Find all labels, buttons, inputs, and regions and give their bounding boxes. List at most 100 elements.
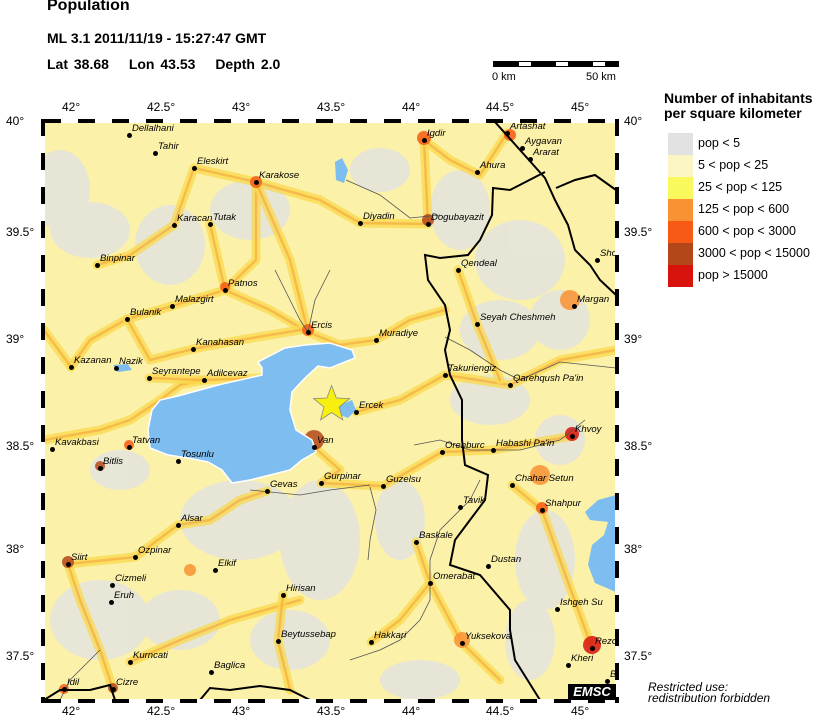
- city-label: Sho: [600, 248, 616, 259]
- lon-tick-label: 44°: [402, 704, 421, 718]
- city-label: Malazgirt: [175, 294, 214, 305]
- city-label: Ercis: [311, 320, 333, 331]
- city-label: Seyah Cheshmeh: [480, 312, 556, 323]
- lat-tick-label: 40°: [624, 114, 643, 128]
- lat-tick-label: 39°: [624, 332, 643, 346]
- lat-tick-label: 38°: [6, 542, 25, 556]
- lat-tick-label: 38.5°: [624, 439, 653, 453]
- map-frame-bottom: [44, 699, 616, 703]
- emsc-logo: EMSC: [568, 684, 616, 700]
- urban-hotspot: [422, 214, 434, 226]
- road-core: [254, 180, 310, 334]
- lon-tick-label: 44.5°: [486, 704, 515, 718]
- map-area[interactable]: Dellalhani Tahir Eleskirt Karakose Karacan Tu…: [44, 122, 616, 700]
- city-label: Cizre: [116, 677, 139, 688]
- city-label: Tavik: [463, 495, 485, 506]
- city-dot: [565, 662, 571, 668]
- city-dot: [554, 606, 560, 612]
- restriction-line2: redistribution forbidden: [648, 691, 771, 705]
- urban-hotspot: [583, 636, 601, 654]
- city-label: Tosunlu: [181, 449, 214, 460]
- city-label: Adilcevaz: [207, 368, 248, 379]
- restriction-line1: Restricted use:: [648, 680, 729, 694]
- city-label: Hirisan: [286, 583, 316, 594]
- city-dot: [280, 592, 286, 598]
- urban-hotspot: [454, 632, 470, 648]
- city-dot: [253, 179, 259, 185]
- city-dot: [571, 303, 577, 309]
- city-dot: [201, 377, 207, 383]
- city-label: Diyadin: [363, 211, 395, 222]
- city-label: Gevas: [270, 479, 298, 490]
- lake-small-north: [335, 158, 348, 183]
- epicenter-star-icon[interactable]: [312, 384, 351, 421]
- city-dot: [427, 580, 433, 586]
- city-label: Kurncati: [133, 650, 168, 661]
- city-label: Artashat: [510, 122, 546, 132]
- lake-van: [147, 342, 356, 484]
- road-core: [208, 222, 227, 292]
- city-label: Igdir: [427, 128, 446, 139]
- map-title: Population: [47, 0, 130, 14]
- city-dot: [275, 638, 281, 644]
- city-label: Khvoy: [575, 424, 602, 435]
- city-dot: [49, 446, 55, 452]
- city-dot: [442, 372, 448, 378]
- legend-label: 125 < pop < 600: [698, 202, 790, 216]
- lon-tick-label: 42.5°: [147, 100, 176, 114]
- city-label: Elkif: [218, 558, 236, 569]
- city-label: Yuksekova: [465, 631, 512, 642]
- city-label: Ararat: [533, 147, 559, 158]
- legend-label: 5 < pop < 25: [698, 158, 769, 172]
- city-dot: [110, 686, 116, 692]
- city-label: Beytussebap: [281, 629, 336, 640]
- low-density-patch: [430, 170, 490, 250]
- city-dot: [264, 488, 270, 494]
- city-dot: [604, 678, 610, 684]
- city-dot: [113, 365, 119, 371]
- city-label: Muradiye: [379, 328, 419, 339]
- city-dot: [171, 222, 177, 228]
- map-frame-top: [44, 119, 616, 123]
- city-label: Kazanan: [74, 355, 112, 366]
- city-label: Omerabat: [433, 571, 476, 582]
- population-density-map: [44, 122, 616, 700]
- low-density-patch: [515, 510, 575, 610]
- city-label: Cizmeli: [115, 573, 147, 584]
- city-dot: [318, 480, 324, 486]
- event-info: ML 3.1 2011/11/19 - 15:27:47 GMT: [47, 30, 267, 46]
- city-label: Kavakbasi: [55, 437, 99, 448]
- lat-tick-label: 38.5°: [6, 439, 35, 453]
- scale-end-label: 50 km: [586, 71, 616, 83]
- city-dot: [594, 257, 600, 263]
- lat-tick-label: 39.5°: [6, 225, 35, 239]
- city-dot: [212, 567, 218, 573]
- city-label: Guzelsu: [386, 474, 421, 485]
- city-label: Tahir: [158, 141, 179, 152]
- lon-tick-label: 42.5°: [147, 704, 176, 718]
- city-dot: [368, 639, 374, 645]
- map-frame-left: [41, 119, 45, 703]
- lat-tick-label: 40°: [6, 114, 25, 128]
- legend-label: 3000 < pop < 15000: [698, 246, 810, 260]
- city-dot: [124, 316, 130, 322]
- low-density-patch: [44, 150, 90, 230]
- low-density-patch: [505, 600, 555, 680]
- city-dot: [222, 287, 228, 293]
- city-label: Rezo: [595, 636, 616, 647]
- city-label: Habashi Pa'in: [496, 438, 555, 449]
- city-dot: [108, 599, 114, 605]
- city-label: Tutak: [213, 212, 237, 223]
- city-dot: [439, 449, 445, 455]
- city-dot: [589, 645, 595, 651]
- restriction-notice: Restricted use: redistribution forbidden: [648, 680, 771, 705]
- city-label: B: [610, 669, 616, 680]
- low-density-patch: [280, 480, 360, 600]
- city-label: Kheri: [571, 653, 594, 664]
- city-dot: [311, 444, 317, 450]
- city-label: Alsar: [181, 513, 203, 524]
- city-label: Seyrantepe: [152, 366, 201, 377]
- city-dot: [175, 522, 181, 528]
- road-core: [422, 131, 509, 177]
- event-lat: Lat 38.68: [47, 56, 109, 72]
